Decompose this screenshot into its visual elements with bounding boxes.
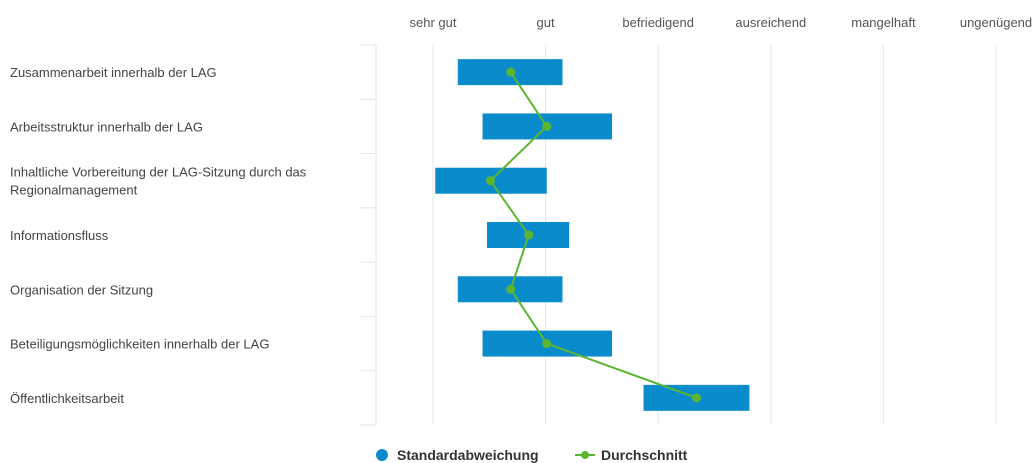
axis-label-mangelhaft: mangelhaft	[851, 15, 916, 30]
grid-lines	[375, 45, 997, 425]
standard-deviation-bars	[435, 59, 750, 411]
legend-label-standardabweichung: Standardabweichung	[397, 447, 539, 463]
average-point[interactable]	[524, 230, 534, 240]
legend-label-durchschnitt: Durchschnitt	[601, 447, 688, 463]
legend-item-durchschnitt[interactable]: Durchschnitt	[575, 447, 688, 463]
legend-item-standardabweichung[interactable]: Standardabweichung	[376, 447, 539, 463]
average-point[interactable]	[485, 176, 495, 186]
category-label: Beteiligungsmöglichkeiten innerhalb der …	[10, 337, 269, 352]
category-labels: Zusammenarbeit innerhalb der LAG Arbeitss…	[10, 65, 307, 406]
legend: Standardabweichung Durchschnitt	[376, 447, 688, 463]
rating-axis-labels: sehr gut gut befriedigend ausreichend mangel…	[410, 15, 1033, 30]
category-separators	[360, 44, 376, 426]
average-points	[485, 67, 701, 403]
legend-marker-standardabweichung	[376, 449, 388, 461]
axis-label-ausreichend: ausreichend	[735, 15, 806, 30]
average-point[interactable]	[506, 67, 516, 77]
category-label: Arbeitsstruktur innerhalb der LAG	[10, 119, 203, 134]
average-point[interactable]	[542, 339, 552, 349]
axis-label-befriedigend: befriedigend	[622, 15, 694, 30]
legend-marker-point-durchschnitt	[581, 451, 589, 459]
axis-label-sehr-gut: sehr gut	[410, 15, 457, 30]
average-point[interactable]	[691, 393, 701, 403]
category-label: Organisation der Sitzung	[10, 282, 153, 297]
average-point[interactable]	[506, 284, 516, 294]
category-label: Inhaltliche Vorbereitung der LAG-Sitzung…	[10, 165, 307, 198]
axis-label-gut: gut	[537, 15, 555, 30]
category-label: Öffentlichkeitsarbeit	[10, 391, 124, 406]
average-point[interactable]	[542, 121, 552, 131]
category-label: Informationsfluss	[10, 228, 109, 243]
axis-label-ungenuegend: ungenügend	[960, 15, 1032, 30]
category-label: Zusammenarbeit innerhalb der LAG	[10, 65, 217, 80]
